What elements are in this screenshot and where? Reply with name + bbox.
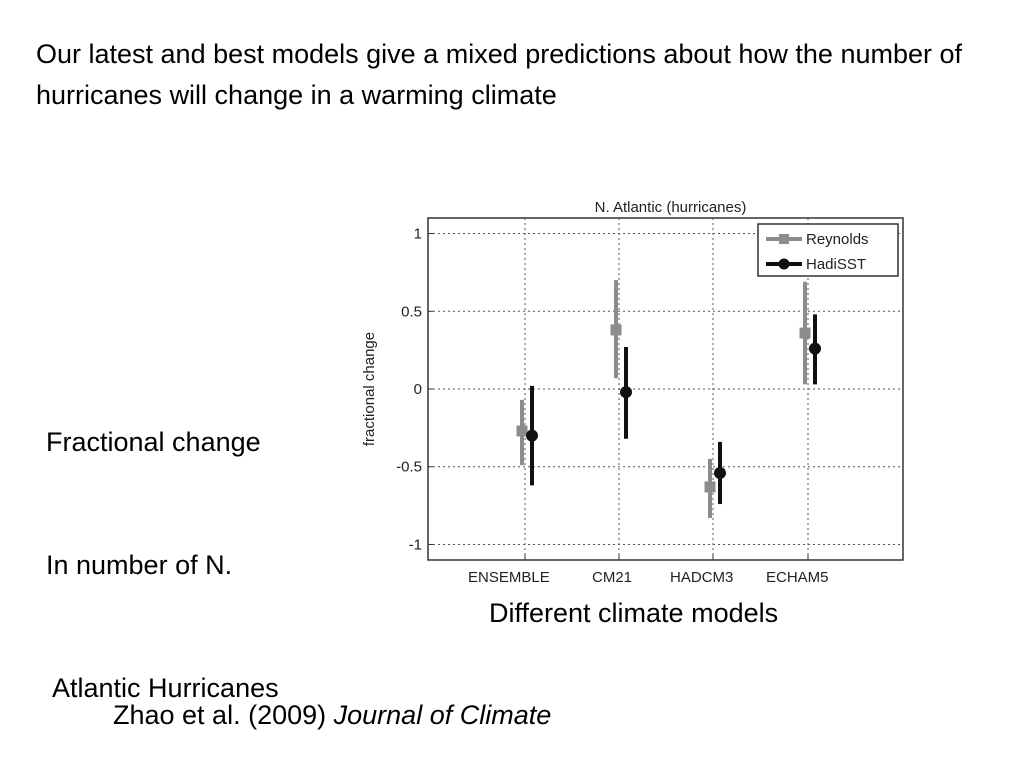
y-tick-label: 0	[414, 381, 422, 398]
y-axis-caption: Fractional change In number of N. Atlant…	[46, 340, 279, 750]
headline: Our latest and best models give a mixed …	[36, 39, 963, 110]
data-point-hadisst	[620, 386, 632, 399]
y-axis-caption-line-2: In number of N.	[46, 550, 233, 580]
citation-authors: Zhao et al. (2009)	[113, 700, 334, 730]
citation: Zhao et al. (2009) Journal of Climate	[113, 700, 551, 731]
hurricane-chart: 1 0.5 0 -0.5 -1 ENSEMBLE CM21 HADCM3 ECHAM5 N. At…	[361, 199, 904, 586]
x-axis-caption: Different climate models	[489, 598, 779, 628]
y-axis-caption-line-1: Fractional change	[46, 427, 261, 457]
x-tick-label-hadcm3: HADCM3	[670, 569, 733, 586]
y-tick-label: 0.5	[401, 303, 422, 320]
data-point-reynolds	[610, 324, 622, 336]
x-tick-label-ensemble: ENSEMBLE	[468, 569, 550, 586]
legend-marker-reynolds	[779, 234, 789, 244]
data-point-hadisst	[809, 342, 821, 355]
x-tick-label-cm21: CM21	[592, 569, 632, 586]
chart-title: N. Atlantic (hurricanes)	[595, 199, 747, 216]
y-axis-label: fractional change	[361, 332, 378, 446]
x-tick-label-echam5: ECHAM5	[766, 569, 829, 586]
data-point-hadisst	[526, 429, 538, 442]
y-tick-label: -0.5	[396, 459, 422, 476]
data-point-reynolds	[799, 327, 811, 339]
legend-label-hadisst: HadiSST	[806, 256, 866, 273]
legend-marker-hadisst	[778, 258, 790, 270]
legend-label-reynolds: Reynolds	[806, 231, 869, 248]
data-point-reynolds	[516, 425, 528, 437]
data-point-reynolds	[704, 481, 716, 493]
data-point-hadisst	[714, 466, 726, 479]
citation-journal: Journal of Climate	[333, 700, 552, 730]
y-tick-label: 1	[414, 226, 422, 243]
y-tick-label: -1	[409, 536, 422, 553]
y-axis-caption-line-3: Atlantic Hurricanes	[46, 673, 279, 703]
